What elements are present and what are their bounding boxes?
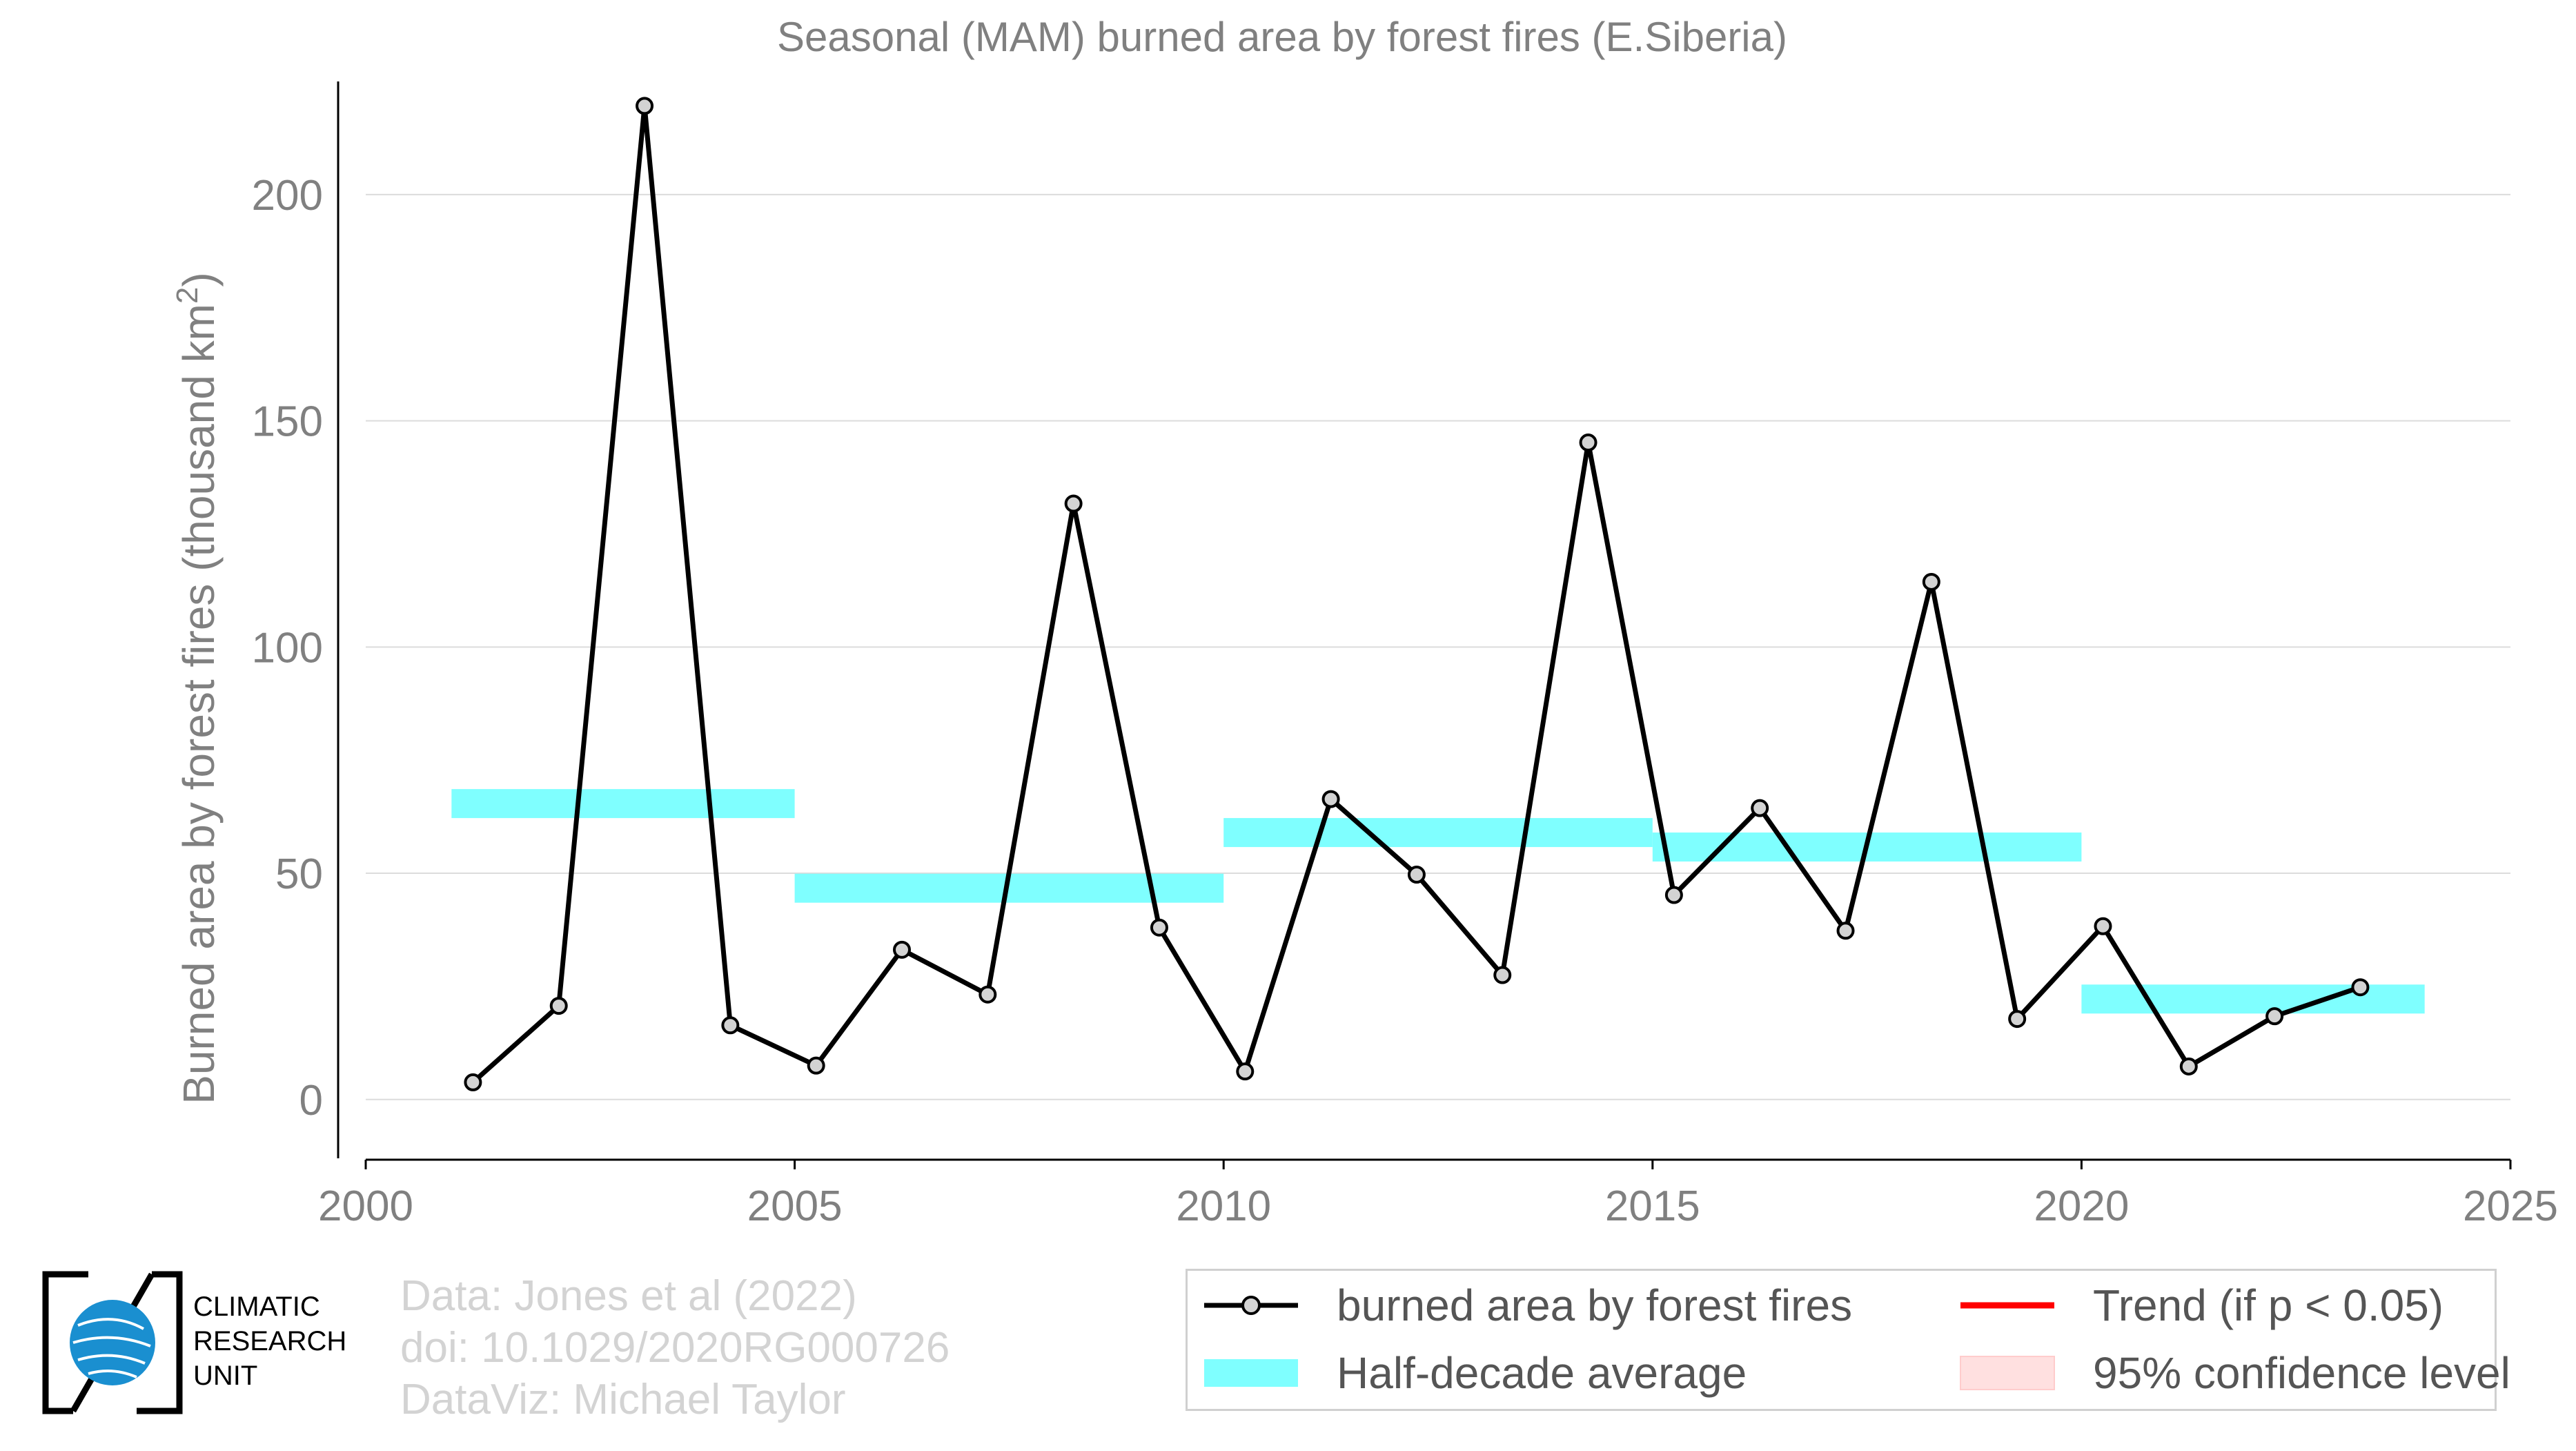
data-point (1579, 434, 1597, 452)
data-point (2265, 1007, 2284, 1026)
legend-item-trend: Trend (if p < 0.05) (1959, 1274, 2444, 1336)
data-point (807, 1056, 825, 1075)
data-point (2351, 978, 2370, 997)
legend-label-confidence: 95% confidence level (2093, 1348, 2510, 1398)
credits-dataviz: DataViz: Michael Taylor (400, 1376, 846, 1423)
y-tick-label-150: 150 (252, 398, 323, 446)
x-tick-label-2010: 2010 (1176, 1182, 1271, 1230)
y-tick-label-50: 50 (275, 850, 323, 898)
chart-title: Seasonal (MAM) burned area by forest fir… (777, 14, 1787, 60)
cru-line-3: UNIT (193, 1361, 258, 1391)
legend-label-trend: Trend (if p < 0.05) (2093, 1280, 2444, 1330)
data-point (1493, 966, 1512, 984)
half-decade-bands (451, 789, 2425, 1014)
data-point (549, 997, 568, 1015)
data-point (1064, 494, 1083, 513)
cru-globe-icon (42, 1271, 183, 1414)
cru-logo (40, 1270, 185, 1415)
y-axis-label: Burned area by forest fires (thousand km… (170, 272, 224, 1104)
y-tick-label-0: 0 (299, 1077, 323, 1124)
half-decade-bar-0 (451, 789, 795, 819)
legend-item-confidence: 95% confidence level (1959, 1342, 2510, 1404)
y-tick-label-100: 100 (252, 624, 323, 672)
half-decade-bar-4 (2081, 984, 2425, 1014)
data-point (979, 985, 997, 1004)
x-tick-label-2005: 2005 (747, 1182, 843, 1230)
data-point (2008, 1010, 2027, 1029)
cru-line-1: CLIMATIC (193, 1292, 320, 1322)
legend-label-half-decade: Half-decade average (1337, 1348, 1747, 1398)
data-point (2179, 1057, 2198, 1075)
x-tick-label-2015: 2015 (1605, 1182, 1700, 1230)
legend-key-half-decade-band (1203, 1352, 1299, 1394)
axes: 0 50 100 150 200 2000 2005 2010 2015 2020 2025 (252, 81, 2558, 1230)
cru-line-2: RESEARCH (193, 1326, 347, 1356)
y-tick-label-200: 200 (252, 172, 323, 220)
cru-logo-text: CLIMATIC RESEARCH UNIT (193, 1289, 346, 1393)
data-point (721, 1016, 740, 1035)
legend-key-line-marker (1203, 1285, 1299, 1326)
grid-lines (366, 193, 2510, 1100)
credits: Data: Jones et al (2022) doi: 10.1029/20… (400, 1270, 950, 1425)
data-point (1922, 572, 1940, 591)
series-burned-area (464, 97, 2370, 1091)
chart: Seasonal (MAM) burned area by forest fir… (170, 14, 2558, 1230)
x-tick-label-2020: 2020 (2034, 1182, 2129, 1230)
credits-doi: doi: 10.1029/2020RG000726 (400, 1324, 950, 1372)
series-line (471, 103, 2361, 1084)
data-point (464, 1073, 482, 1091)
credits-data-source: Data: Jones et al (2022) (400, 1272, 857, 1320)
legend-label-series: burned area by forest fires (1337, 1280, 1853, 1330)
half-decade-bar-2 (1223, 818, 1653, 848)
data-point (1664, 886, 1683, 904)
data-point (1150, 918, 1168, 937)
data-point (636, 97, 654, 115)
data-point (1751, 799, 1769, 817)
data-point (1836, 922, 1855, 940)
data-point (893, 940, 911, 959)
data-point (2094, 917, 2112, 935)
data-point (1321, 790, 1340, 808)
legend-key-confidence-band (1959, 1352, 2056, 1394)
x-tick-label-2000: 2000 (318, 1182, 413, 1230)
legend-item-half-decade: Half-decade average (1203, 1342, 1747, 1404)
legend: burned area by forest fires Trend (if p … (1186, 1269, 2510, 1411)
x-tick-label-2025: 2025 (2463, 1182, 2558, 1230)
data-point (1407, 866, 1426, 884)
legend-item-series: burned area by forest fires (1203, 1274, 1852, 1336)
data-point (1236, 1062, 1255, 1081)
legend-key-trend-line (1959, 1285, 2056, 1326)
